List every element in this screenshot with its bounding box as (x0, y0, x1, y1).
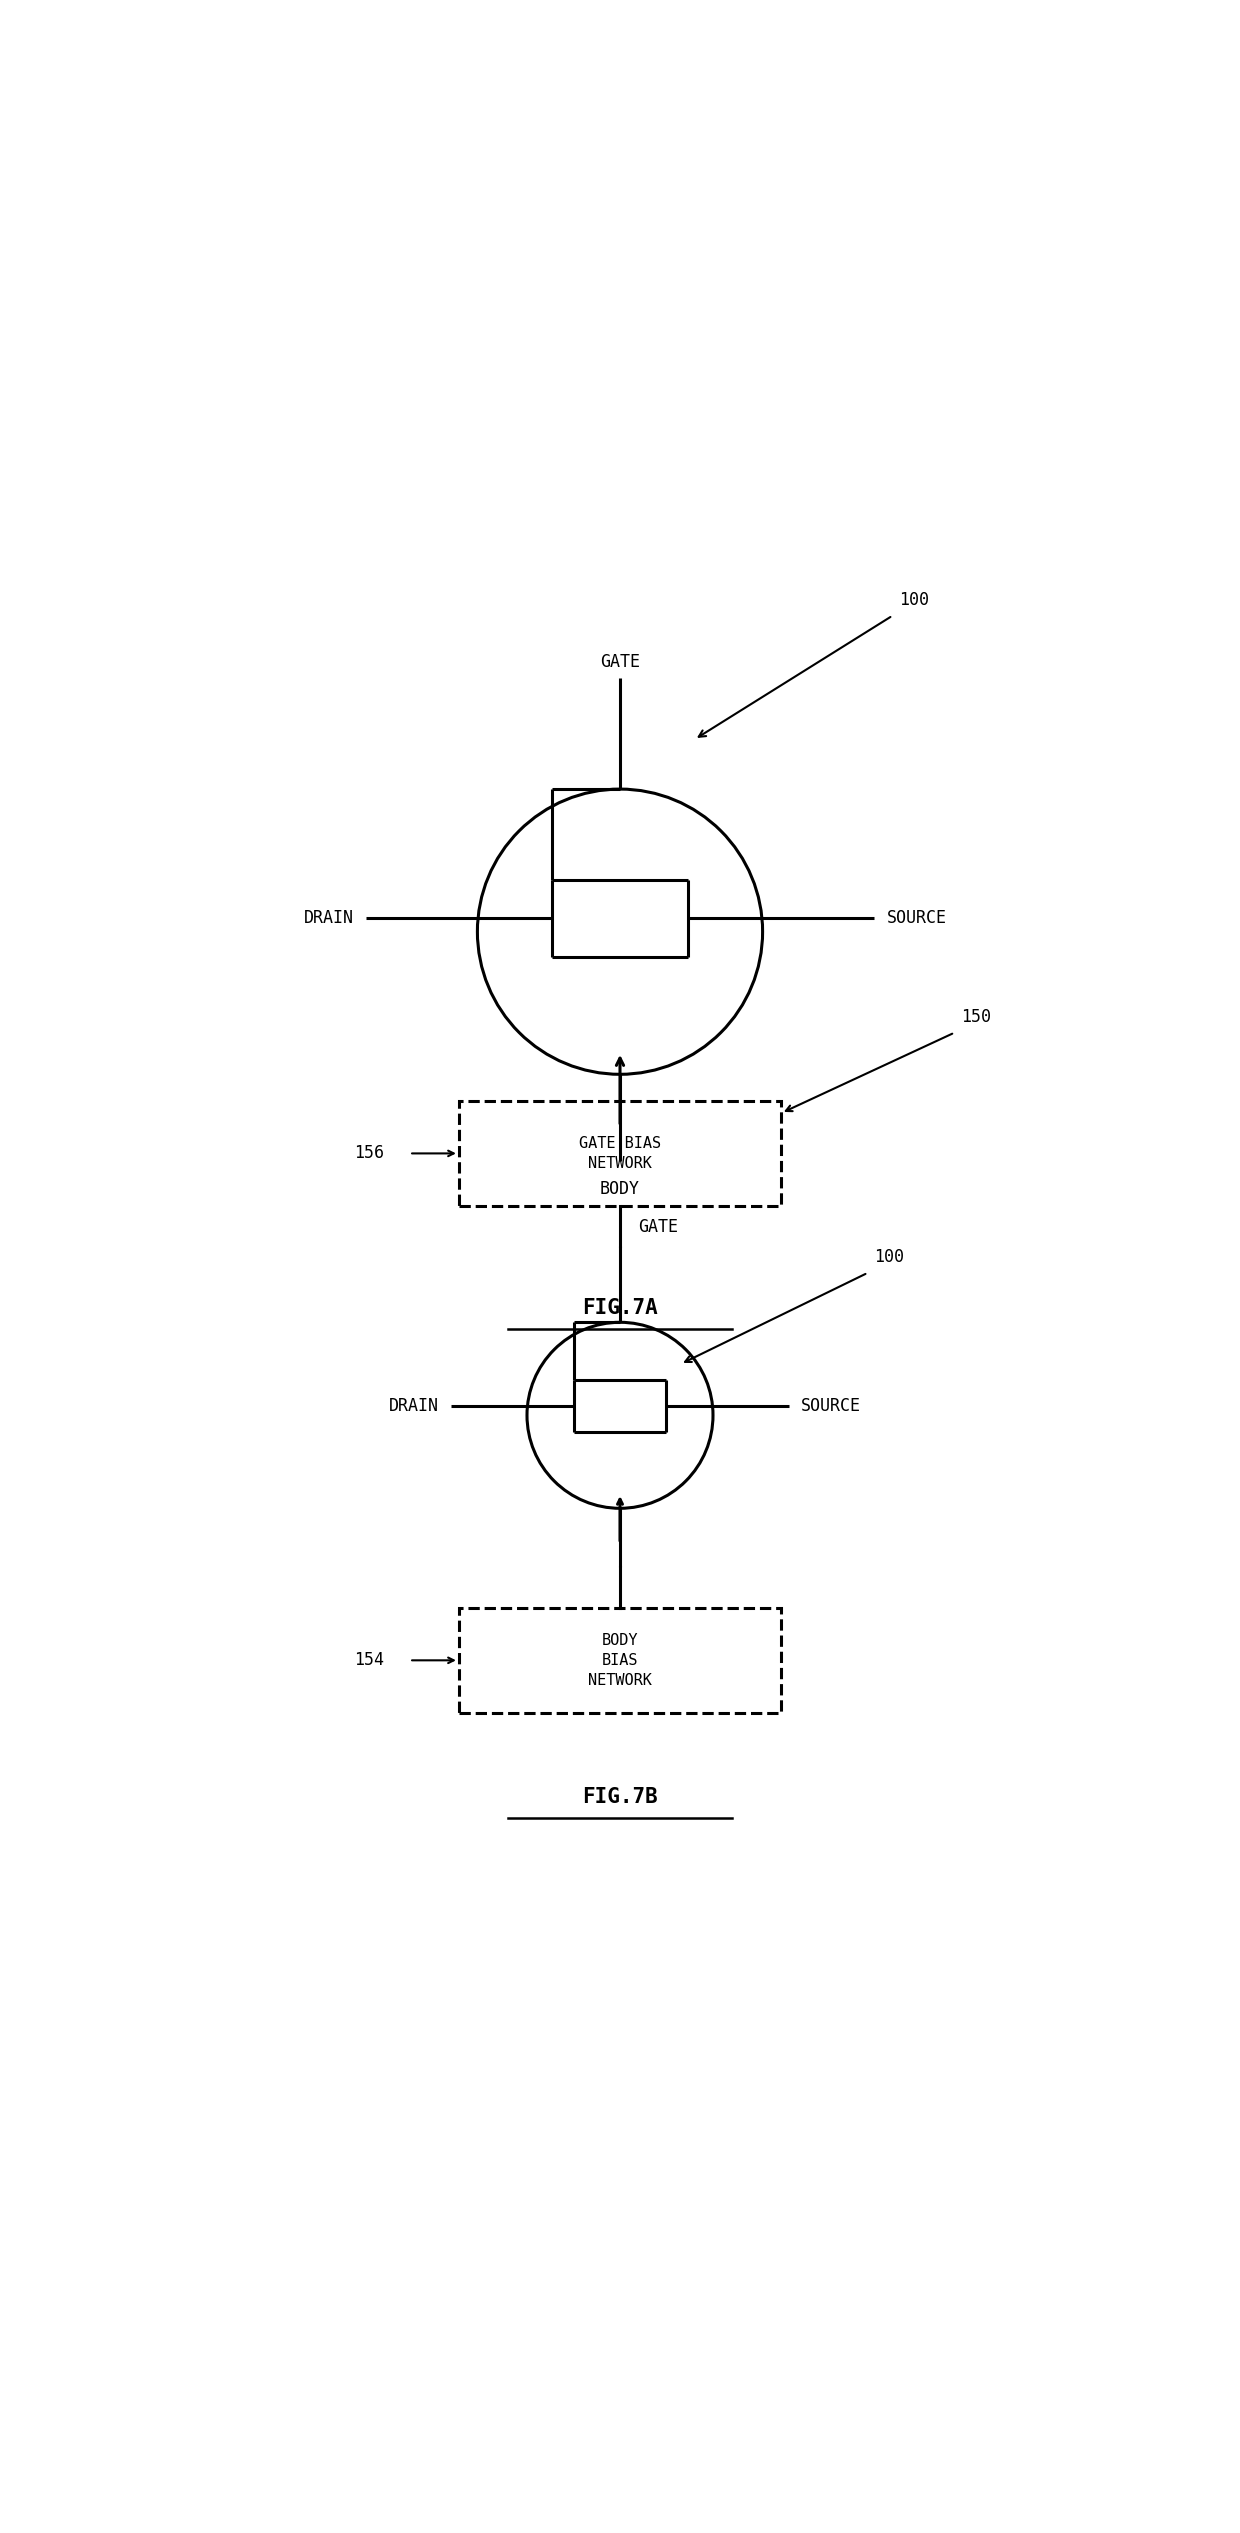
Text: GATE BIAS
NETWORK: GATE BIAS NETWORK (579, 1135, 661, 1170)
Text: 100: 100 (874, 1249, 904, 1266)
Text: GATE: GATE (600, 654, 640, 671)
Text: BODY
BIAS
NETWORK: BODY BIAS NETWORK (588, 1634, 652, 1687)
Text: FIG.7B: FIG.7B (582, 1788, 658, 1809)
Text: 150: 150 (961, 1008, 991, 1026)
Text: 154: 154 (355, 1652, 384, 1669)
Text: SOURCE: SOURCE (801, 1398, 862, 1416)
Text: DRAIN: DRAIN (304, 909, 353, 927)
Text: SOURCE: SOURCE (887, 909, 946, 927)
Text: GATE: GATE (639, 1218, 678, 1236)
Text: 100: 100 (899, 590, 929, 610)
Text: DRAIN: DRAIN (388, 1398, 439, 1416)
Text: BODY: BODY (600, 1180, 640, 1198)
Text: 156: 156 (355, 1145, 384, 1163)
Text: FIG.7A: FIG.7A (582, 1297, 658, 1317)
